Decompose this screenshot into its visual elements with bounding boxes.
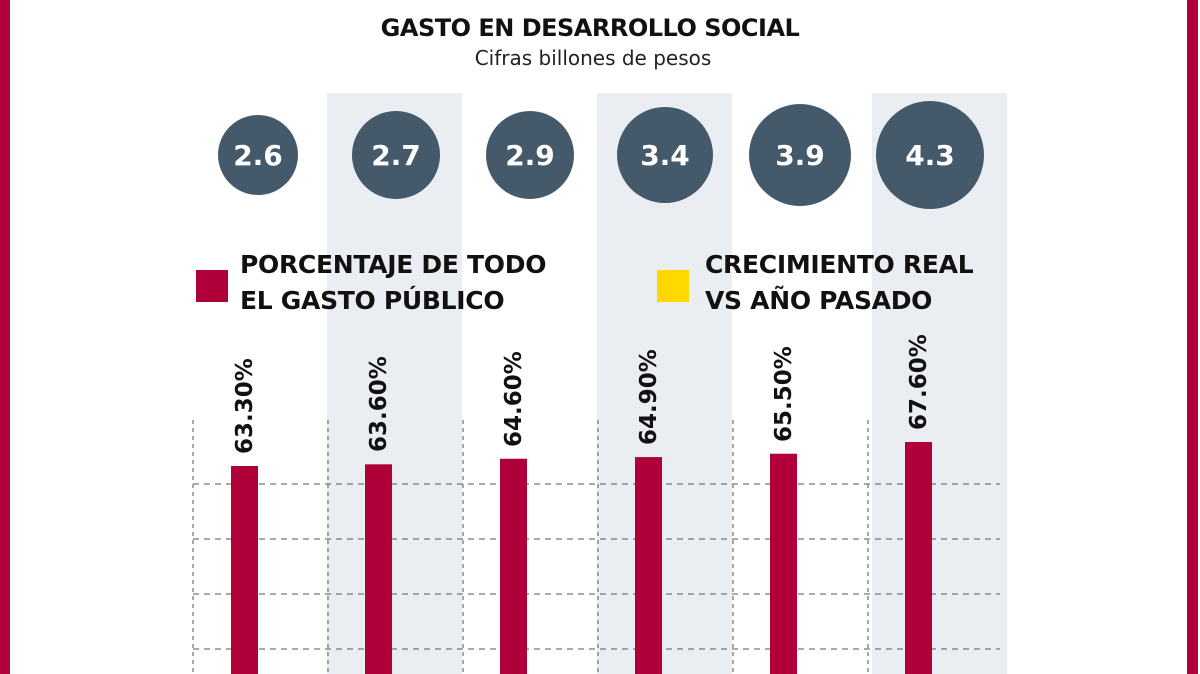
right-border xyxy=(1187,0,1198,674)
bar xyxy=(905,442,932,674)
amount-circle: 2.6 xyxy=(218,115,298,195)
amount-circle: 4.3 xyxy=(876,101,984,209)
amount-circle: 2.7 xyxy=(352,111,440,199)
legend-swatch-red xyxy=(196,270,228,302)
legend-line: CRECIMIENTO REAL xyxy=(705,250,974,279)
legend-label-growth: CRECIMIENTO REAL VS AÑO PASADO xyxy=(705,247,974,319)
bar-value-label: 63.60% xyxy=(366,356,392,453)
bar-value-label: 64.90% xyxy=(636,349,662,446)
chart-title: GASTO EN DESARROLLO SOCIAL xyxy=(380,14,800,42)
left-border xyxy=(0,0,10,674)
bar-value-label: 67.60% xyxy=(906,334,932,430)
legend-line: PORCENTAJE DE TODO xyxy=(240,250,547,279)
legend-line: VS AÑO PASADO xyxy=(705,286,933,315)
bar-value-label: 65.50% xyxy=(771,345,797,442)
bar xyxy=(231,466,258,674)
amount-circle: 3.4 xyxy=(617,107,713,203)
bar xyxy=(770,453,797,674)
bar xyxy=(365,464,392,674)
bar-value-label: 64.60% xyxy=(501,350,527,447)
legend-line: EL GASTO PÚBLICO xyxy=(240,286,505,315)
legend-label-percentage: PORCENTAJE DE TODO EL GASTO PÚBLICO xyxy=(240,247,546,319)
chart-subtitle: Cifras billones de pesos xyxy=(474,46,712,70)
legend-swatch-yellow xyxy=(657,270,689,302)
bar xyxy=(500,458,527,674)
amount-circle: 2.9 xyxy=(486,111,574,199)
amount-circle: 3.9 xyxy=(749,104,851,206)
bar-value-label: 63.30% xyxy=(232,358,258,454)
bar xyxy=(635,457,662,674)
